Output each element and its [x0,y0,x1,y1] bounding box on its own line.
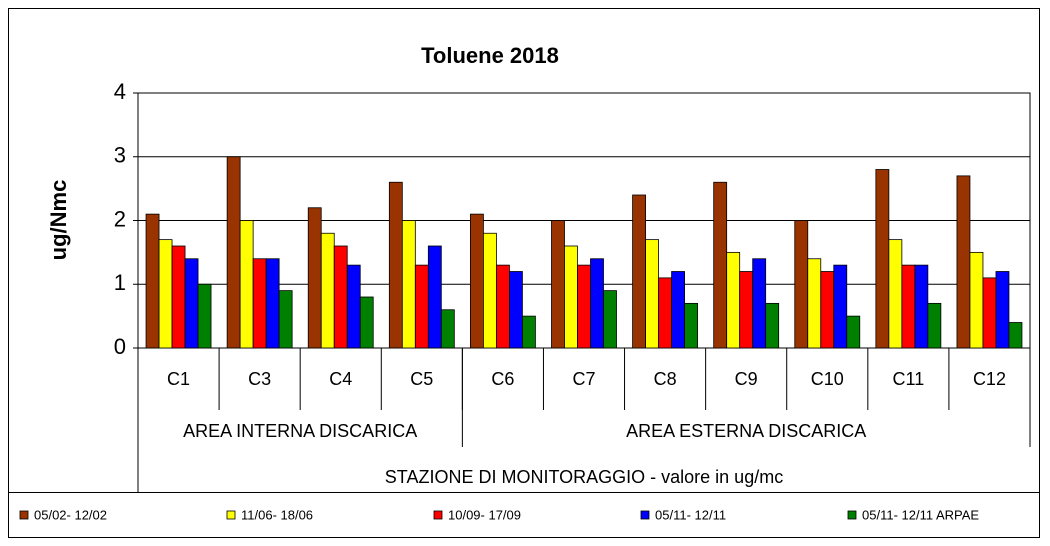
bar [359,296,374,349]
y-axis-title: ug/Nmc [46,180,71,261]
bar [713,181,728,349]
bar [333,245,348,349]
bar [158,239,173,349]
y-tick-label: 2 [114,206,126,231]
bar [590,258,604,349]
legend-label: 05/11- 12/11 [655,507,726,522]
legend-box [8,492,1040,538]
x-tick-label: C9 [735,369,758,389]
bar [969,251,984,349]
bar [320,232,335,349]
y-tick-label: 3 [114,143,126,168]
bar [833,264,848,349]
bar [1008,322,1023,349]
bar [145,213,160,349]
bar [252,258,267,349]
bar [684,302,698,349]
legend-swatch [226,510,236,520]
bar [982,277,997,349]
bar [483,232,497,349]
bar [632,194,646,349]
bar [496,264,510,349]
bar [603,290,617,349]
bar [807,258,822,349]
bar [470,213,484,349]
bar [564,245,578,349]
legend-label: 10/09- 17/09 [448,507,521,522]
x-tick-label: C4 [329,369,352,389]
legend-swatch [847,510,857,520]
bar [197,283,212,349]
bar [427,245,442,349]
x-tick-label: C1 [167,369,190,389]
x-axis-title: STAZIONE DI MONITORAGGIO - valore in ug/… [385,467,783,487]
y-tick-label: 1 [114,270,126,295]
bar [388,181,403,349]
bar [307,207,322,349]
bar [346,264,361,349]
x-tick-label: C5 [410,369,433,389]
bar [901,264,916,349]
legend-label: 11/06- 18/06 [241,507,313,522]
x-tick-label: C10 [811,369,844,389]
bar [956,175,971,349]
bar [794,220,809,349]
group-label: AREA INTERNA DISCARICA [183,421,417,441]
legend-swatch [640,510,650,520]
x-tick-label: C3 [248,369,271,389]
bar [226,156,241,349]
bar [414,264,429,349]
bar [239,220,254,349]
y-tick-label: 4 [114,79,126,104]
bar [820,271,835,349]
bar [278,290,293,349]
legend-label: 05/11- 12/11 ARPAE [862,507,979,522]
y-tick-label: 0 [114,334,126,359]
bar [927,302,942,349]
group-label: AREA ESTERNA DISCARICA [626,421,866,441]
bar [752,258,767,349]
bar [645,239,659,349]
bar [914,264,929,349]
bar [265,258,280,349]
bar [739,271,754,349]
bar [765,302,780,349]
bar [184,258,199,349]
x-tick-label: C7 [572,369,595,389]
x-tick-label: C12 [973,369,1006,389]
bar [171,245,186,349]
bar [440,309,455,349]
bar [577,264,591,349]
x-tick-label: C11 [893,369,925,389]
legend-swatch [19,510,29,520]
x-tick-label: C6 [491,369,514,389]
bar [875,169,890,349]
bar [658,277,672,349]
chart-title: Toluene 2018 [421,43,559,68]
legend-swatch [433,510,443,520]
x-tick-label: C8 [654,369,677,389]
bar [522,315,536,349]
bar [995,271,1010,349]
bar [888,239,903,349]
bar [551,220,565,349]
bar [509,271,523,349]
legend-label: 05/02- 12/02 [34,507,107,522]
bar [726,251,741,349]
bar [401,220,416,349]
bar [671,271,685,349]
bar [846,315,861,349]
